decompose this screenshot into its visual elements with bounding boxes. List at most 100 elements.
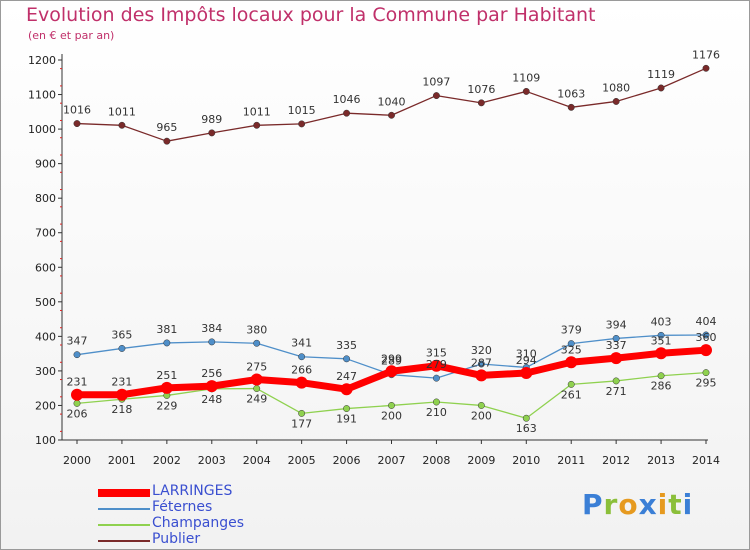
data-point xyxy=(702,64,710,72)
data-point xyxy=(205,380,218,393)
data-label: 256 xyxy=(201,367,222,380)
data-point xyxy=(295,376,308,389)
data-point xyxy=(298,409,306,417)
y-tick-label: 500 xyxy=(35,296,56,309)
data-label: 1063 xyxy=(557,87,585,100)
logo-letter: i xyxy=(682,488,694,521)
data-point xyxy=(253,385,261,392)
data-label: 1015 xyxy=(288,104,316,117)
data-point xyxy=(298,120,306,128)
data-point xyxy=(340,383,353,396)
data-label: 248 xyxy=(201,393,222,406)
data-point xyxy=(520,366,533,379)
legend-label: Publier xyxy=(152,531,201,547)
x-tick-label: 2008 xyxy=(422,454,450,467)
data-label: 249 xyxy=(246,393,267,406)
data-label: 261 xyxy=(561,388,582,401)
legend-swatch xyxy=(98,524,150,526)
x-tick-label: 2010 xyxy=(512,454,540,467)
data-point xyxy=(477,360,485,368)
data-point xyxy=(702,369,710,377)
data-label: 379 xyxy=(561,324,582,337)
data-label: 251 xyxy=(156,369,177,382)
data-label: 347 xyxy=(67,335,88,348)
data-label: 286 xyxy=(651,380,672,393)
data-label: 163 xyxy=(516,422,537,435)
data-point xyxy=(163,339,171,347)
data-point xyxy=(208,129,216,137)
data-point xyxy=(160,381,173,394)
data-label: 989 xyxy=(201,113,222,126)
data-label: 1109 xyxy=(512,71,540,84)
y-tick-label: 1100 xyxy=(28,89,56,102)
data-label: 1011 xyxy=(243,105,271,118)
data-point xyxy=(253,339,261,347)
data-point xyxy=(253,121,261,129)
data-point xyxy=(432,92,440,100)
data-label: 229 xyxy=(156,399,177,412)
x-tick-label: 2007 xyxy=(378,454,406,467)
legend-label: Champanges xyxy=(152,515,244,531)
data-label: 394 xyxy=(606,318,627,331)
data-point xyxy=(73,120,81,128)
data-point xyxy=(118,121,126,129)
y-tick-label: 100 xyxy=(35,434,56,447)
data-label: 247 xyxy=(336,370,357,383)
data-label: 380 xyxy=(246,323,267,336)
x-tick-label: 2014 xyxy=(692,454,720,467)
x-tick-label: 2004 xyxy=(243,454,271,467)
data-label: 1176 xyxy=(692,48,720,61)
data-point xyxy=(610,352,623,365)
data-point xyxy=(432,398,440,406)
logo-letter: t xyxy=(668,488,683,521)
data-label: 335 xyxy=(336,339,357,352)
logo-letter: i xyxy=(657,488,669,521)
data-label: 310 xyxy=(516,347,537,360)
legend-swatch xyxy=(98,540,150,542)
data-label: 384 xyxy=(201,322,222,335)
y-tick-label: 300 xyxy=(35,365,56,378)
y-tick-label: 700 xyxy=(35,227,56,240)
data-point xyxy=(432,374,440,382)
legend-swatch xyxy=(98,489,150,497)
x-tick-label: 2003 xyxy=(198,454,226,467)
data-label: 1046 xyxy=(333,93,361,106)
logo-letter: r xyxy=(603,488,619,521)
data-label: 325 xyxy=(561,343,582,356)
y-tick-label: 600 xyxy=(35,261,56,274)
data-label: 275 xyxy=(246,361,267,374)
y-tick-label: 1200 xyxy=(28,54,56,67)
proxiti-logo: Proxiti xyxy=(582,488,693,521)
data-point xyxy=(73,351,81,359)
data-point xyxy=(700,344,712,357)
data-point xyxy=(657,372,665,380)
data-label: 1119 xyxy=(647,68,675,81)
x-tick-label: 2011 xyxy=(557,454,585,467)
data-label: 266 xyxy=(291,364,312,377)
data-label: 351 xyxy=(651,334,672,347)
data-point xyxy=(475,369,488,382)
data-label: 295 xyxy=(696,377,717,390)
data-label: 206 xyxy=(67,407,88,420)
x-tick-label: 2012 xyxy=(602,454,630,467)
data-label: 315 xyxy=(426,347,447,360)
data-point xyxy=(163,137,171,145)
x-tick-label: 2009 xyxy=(467,454,495,467)
data-point xyxy=(250,373,263,386)
data-label: 381 xyxy=(156,323,177,336)
x-tick-label: 2002 xyxy=(153,454,181,467)
legend-label: Féternes xyxy=(152,499,213,515)
y-tick-label: 400 xyxy=(35,330,56,343)
data-label: 1097 xyxy=(422,76,450,89)
x-tick-label: 2000 xyxy=(63,454,91,467)
data-point xyxy=(567,103,575,111)
data-point xyxy=(612,334,620,342)
data-point xyxy=(385,365,398,378)
data-point xyxy=(655,347,668,360)
data-point xyxy=(343,405,351,413)
data-label: 337 xyxy=(606,339,627,352)
data-label: 341 xyxy=(291,337,312,350)
data-label: 1011 xyxy=(108,105,136,118)
x-tick-label: 2001 xyxy=(108,454,136,467)
